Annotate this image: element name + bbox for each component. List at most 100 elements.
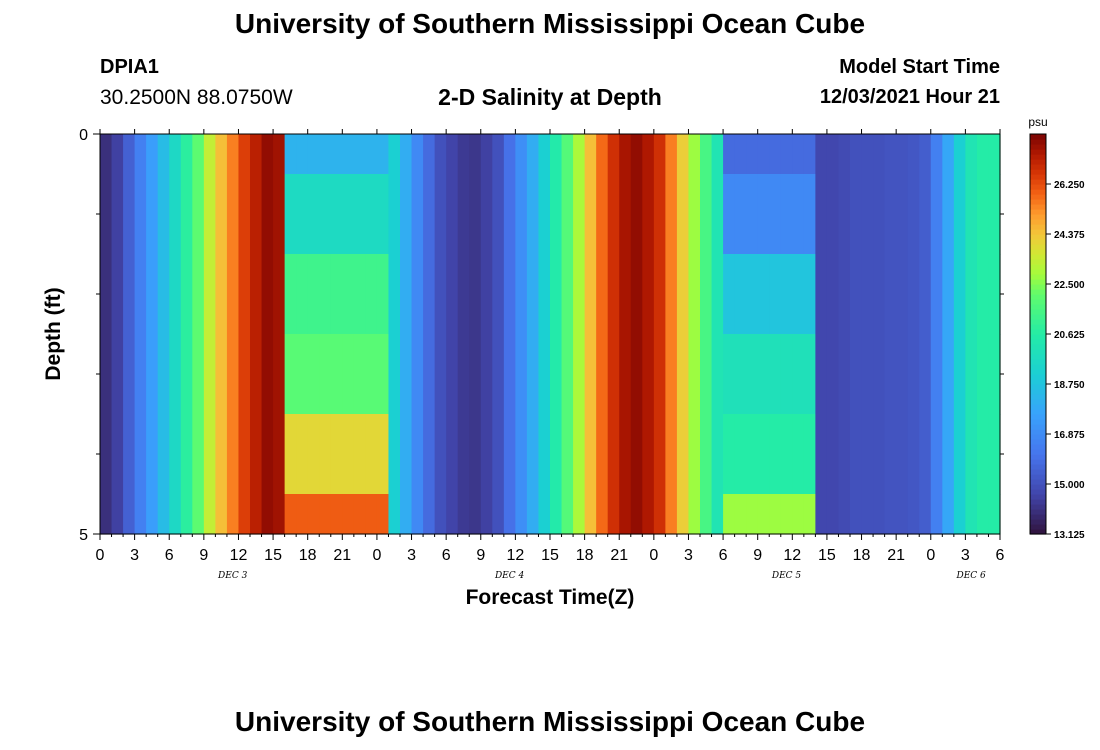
heatmap-cell [988, 334, 1001, 415]
heatmap-cell [365, 334, 378, 415]
heatmap-cell [861, 334, 874, 415]
heatmap-cell [711, 414, 724, 495]
heatmap-cell [930, 414, 943, 495]
heatmap-cell [919, 334, 932, 415]
heatmap-cell [434, 414, 447, 495]
heatmap-cell [273, 134, 286, 175]
heatmap-cell [100, 254, 113, 335]
x-tick-label: 18 [853, 547, 871, 564]
heatmap-cell [746, 334, 759, 415]
heatmap-cell [769, 134, 782, 175]
heatmap-cell [492, 174, 505, 255]
heatmap-cell [919, 174, 932, 255]
heatmap-cell [976, 134, 990, 175]
colorbar-swatch [1030, 289, 1046, 295]
heatmap-cell [423, 174, 436, 255]
heatmap-cell [330, 414, 343, 495]
x-tick-label: 15 [818, 547, 836, 564]
heatmap-cell [192, 494, 205, 535]
heatmap-cell [734, 254, 747, 335]
x-tick-label: 15 [541, 547, 559, 564]
colorbar-swatch [1030, 369, 1046, 375]
colorbar-swatch [1030, 519, 1046, 525]
colorbar-swatch [1030, 394, 1046, 400]
heatmap-cell [838, 414, 851, 495]
heatmap-cell [480, 494, 493, 535]
colorbar-swatch [1030, 239, 1046, 245]
heatmap-cell [688, 334, 701, 415]
x-tick-label: 9 [753, 547, 762, 564]
heatmap-cell [146, 254, 159, 335]
heatmap-cell [400, 174, 413, 255]
heatmap-cell [757, 134, 770, 175]
heatmap-cell [976, 254, 990, 335]
heatmap-cell [250, 414, 263, 495]
heatmap-cell [630, 254, 643, 335]
heatmap-cell [261, 334, 274, 415]
heatmap-cell [550, 494, 563, 535]
heatmap-cell [896, 414, 909, 495]
heatmap-cell [780, 334, 793, 415]
heatmap-cell [261, 254, 274, 335]
heatmap-cell [642, 174, 655, 255]
heatmap-cell [815, 334, 828, 415]
page-title-bottom: University of Southern Mississippi Ocean… [234, 706, 866, 737]
heatmap-cell [550, 174, 563, 255]
heatmap-cell [746, 134, 759, 175]
heatmap-cell [803, 414, 816, 495]
heatmap-cell [873, 254, 886, 335]
heatmap-cell [353, 254, 366, 335]
heatmap-cell [123, 414, 136, 495]
heatmap-cell [134, 414, 147, 495]
colorbar-swatch [1030, 364, 1046, 370]
heatmap-cell [688, 494, 701, 535]
heatmap-cell [330, 174, 343, 255]
heatmap-cell [734, 334, 747, 415]
colorbar-swatch [1030, 429, 1046, 435]
x-tick-label: 12 [506, 547, 524, 564]
heatmap-cell [169, 494, 182, 535]
heatmap-cell [203, 174, 216, 255]
heatmap-cell [838, 334, 851, 415]
colorbar-swatch [1030, 269, 1046, 275]
heatmap-cell [653, 334, 666, 415]
heatmap-cell [746, 414, 759, 495]
heatmap-cell [411, 254, 424, 335]
x-tick-label: 21 [887, 547, 905, 564]
x-tick-label: 21 [333, 547, 351, 564]
heatmap-cell [203, 134, 216, 175]
heatmap-cell [353, 174, 366, 255]
heatmap-cell [757, 414, 770, 495]
colorbar-tick-label: 15.000 [1054, 480, 1085, 491]
heatmap-cell [907, 494, 920, 535]
heatmap-cell [157, 494, 170, 535]
colorbar-tick-label: 16.875 [1054, 430, 1085, 441]
colorbar-swatch [1030, 229, 1046, 235]
heatmap-cell [330, 334, 343, 415]
heatmap-cell [203, 414, 216, 495]
colorbar-swatch [1030, 319, 1046, 325]
colorbar-swatch [1030, 509, 1046, 515]
station-coordinates: 30.2500N 88.0750W [100, 86, 293, 109]
heatmap-cell [169, 334, 182, 415]
heatmap-cell [388, 134, 401, 175]
day-label: DEC 4 [494, 571, 525, 581]
heatmap-cell [965, 134, 978, 175]
heatmap-cell [503, 414, 516, 495]
heatmap-cell [365, 174, 378, 255]
heatmap-cell [376, 174, 390, 255]
heatmap-cell [711, 134, 724, 175]
heatmap-cell [123, 334, 136, 415]
colorbar-swatch [1030, 149, 1046, 155]
x-tick-label: 6 [719, 547, 728, 564]
colorbar-swatch [1030, 264, 1046, 270]
heatmap-cell [630, 134, 643, 175]
heatmap-cell [815, 254, 828, 335]
heatmap-cell [642, 414, 655, 495]
heatmap-cell [976, 494, 990, 535]
heatmap-cell [907, 174, 920, 255]
heatmap-cell [642, 334, 655, 415]
heatmap-cell [342, 254, 355, 335]
heatmap-cell [965, 414, 978, 495]
heatmap-cell [411, 134, 424, 175]
